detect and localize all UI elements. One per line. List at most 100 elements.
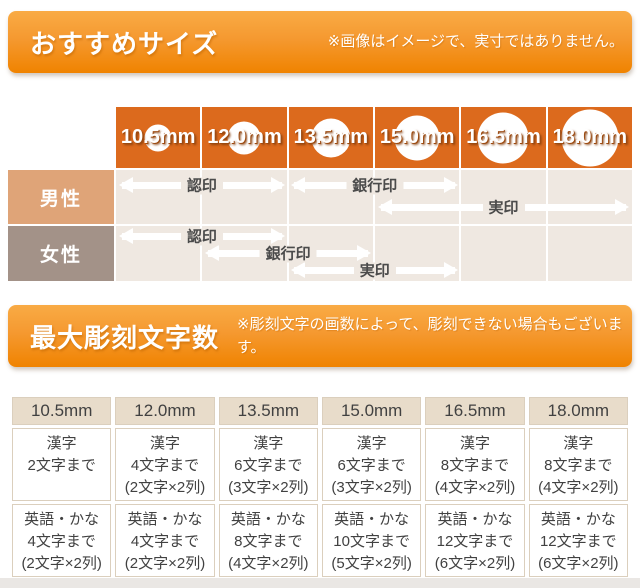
size-label: 18.0mm [552,126,628,148]
cell-line: 漢字 [46,435,77,452]
arrow-label: 銀行印 [346,177,404,194]
cell-line: (3文字×2列) [331,479,412,496]
kanji-cell: 漢字 8文字まで (4文字×2列) [425,428,525,501]
table-header-row: 10.5mm 12.0mm 13.5mm 15.0mm 16.5mm 18.0m… [12,397,628,425]
size-column-header: 13.5mm [218,397,318,425]
size-label: 13.5mm [293,126,369,148]
size-column-header: 15.0mm [321,397,422,425]
kanji-cell: 漢字 6文字まで (3文字×2列) [218,428,318,501]
arrow-label: 実印 [353,262,396,279]
row-label-male: 男性 [8,170,114,224]
size-label: 16.5mm [466,126,541,148]
female-track-cell [461,226,546,281]
size-column-header: 18.0mm [528,397,628,425]
cell-line: (2文字×2列) [21,555,102,572]
cell-line: (2文字×2列) [124,479,206,496]
cell-line: 8文字まで [544,457,613,474]
kana-cell: 英語・かな 10文字まで (5文字×2列) [321,504,422,577]
arrow-label: 認印 [180,228,223,245]
size-header-cell-16-5: 16.5mm [461,107,546,168]
seal-circle-icon [227,121,261,154]
size-header-cell-13-5: 13.5mm [288,107,373,168]
kanji-cell: 漢字 4文字まで (2文字×2列) [115,428,215,501]
cell-line: 漢字 [149,435,180,452]
seal-circle-icon [144,124,172,151]
max-characters-header: 最大彫刻文字数 ※彫刻文字の画数によって、彫刻できない場合もございます。 [8,305,632,367]
kana-cell: 英語・かな 12文字まで (6文字×2列) [528,504,628,577]
cell-line: 4文字まで [130,533,200,550]
cell-line: 英語・かな [437,511,513,528]
recommended-size-header: おすすめサイズ ※画像はイメージで、実寸ではありません。 [8,11,632,73]
cell-line: 英語・かな [334,511,410,528]
row-label-female: 女性 [8,226,114,281]
cell-line: 12文字まで [539,533,617,550]
cell-line: (6文字×2列) [538,555,619,572]
size-header-cell-18-0: 18.0mm [547,107,632,168]
size-header-cell-10-5: 10.5mm [116,107,201,168]
size-label: 12.0mm [207,126,282,148]
size-column-header: 10.5mm [12,397,112,425]
cell-line: 英語・かな [127,511,203,528]
character-count-table: 10.5mm 12.0mm 13.5mm 15.0mm 16.5mm 18.0m… [8,394,632,580]
arrow-label: 実印 [482,199,525,216]
page-bottom-strip [0,578,640,588]
range-arrow-female-mitomein: 認印 [118,228,286,245]
cell-line: (4文字×2列) [228,555,309,572]
cell-line: 8文字まで [440,457,510,474]
arrow-label: 認印 [180,177,223,194]
cell-line: 英語・かな [230,511,306,528]
cell-line: (2文字×2列) [124,555,206,572]
cell-line: 漢字 [253,435,284,452]
range-arrow-male-ginkoin: 銀行印 [291,177,458,194]
seal-circle-icon [311,118,351,157]
kana-cell: 英語・かな 4文字まで (2文字×2列) [115,504,215,577]
cell-line: (6文字×2列) [434,555,516,572]
size-header-cell-15-0: 15.0mm [375,107,460,168]
cell-line: 英語・かな [540,511,616,528]
cell-line: (3文字×2列) [228,479,309,496]
cell-line: 漢字 [356,435,387,452]
cell-line: 2文字まで [27,457,96,474]
cell-line: 10文字まで [333,533,410,550]
cell-line: (4文字×2列) [434,479,516,496]
range-arrow-male-mitomein: 認印 [118,177,286,194]
range-arrow-male-jitsuin: 実印 [377,199,630,216]
arrow-label: 銀行印 [259,245,317,262]
size-column-header: 12.0mm [115,397,215,425]
cell-line: (5文字×2列) [331,555,412,572]
size-header-cell-12-0: 12.0mm [202,107,287,168]
seal-circle-icon [477,112,529,163]
section-note: ※彫刻文字の画数によって、彫刻できない場合もございます。 [237,315,623,356]
female-arrow-lane: 認印 銀行印 実印 [116,226,632,281]
size-label: 15.0mm [379,126,455,148]
cell-line: 6文字まで [234,457,303,474]
size-chart-corner-spacer [8,107,114,168]
row-label-female-text: 女性 [39,245,82,266]
seal-circle-icon [394,115,440,160]
cell-line: 英語・かな [24,511,100,528]
row-label-male-text: 男性 [39,188,82,210]
kanji-cell: 漢字 8文字まで (4文字×2列) [528,428,628,501]
section-note: ※画像はイメージで、実寸ではありません。 [327,33,624,51]
kana-cell: 英語・かな 12文字まで (6文字×2列) [425,504,525,577]
kanji-row: 漢字 2文字まで 漢字 4文字まで (2文字×2列) 漢字 6文字まで (3文字… [12,428,628,501]
female-track-cell [547,226,632,281]
kanji-cell: 漢字 6文字まで (3文字×2列) [321,428,422,501]
range-arrow-female-jitsuin: 実印 [291,262,458,279]
cell-line: 8文字まで [234,533,303,550]
section-title: 最大彫刻文字数 [30,322,220,353]
size-chart: 10.5mm 12.0mm 13.5mm 15.0mm 16.5mm 18.0m… [8,107,632,281]
size-column-header: 16.5mm [425,397,525,425]
cell-line: 4文字まで [27,533,96,550]
kanji-cell: 漢字 2文字まで [12,428,112,501]
male-arrow-lane: 認印 銀行印 実印 [116,170,632,224]
kana-cell: 英語・かな 8文字まで (4文字×2列) [218,504,318,577]
range-arrow-female-ginkoin: 銀行印 [204,245,372,262]
cell-line: 12文字まで [436,533,514,550]
male-track-cell [547,170,632,224]
cell-line: 漢字 [459,435,490,452]
size-label: 10.5mm [120,126,196,148]
cell-line: 4文字まで [130,457,200,474]
seal-circle-icon [561,109,619,166]
cell-line: (4文字×2列) [538,479,619,496]
